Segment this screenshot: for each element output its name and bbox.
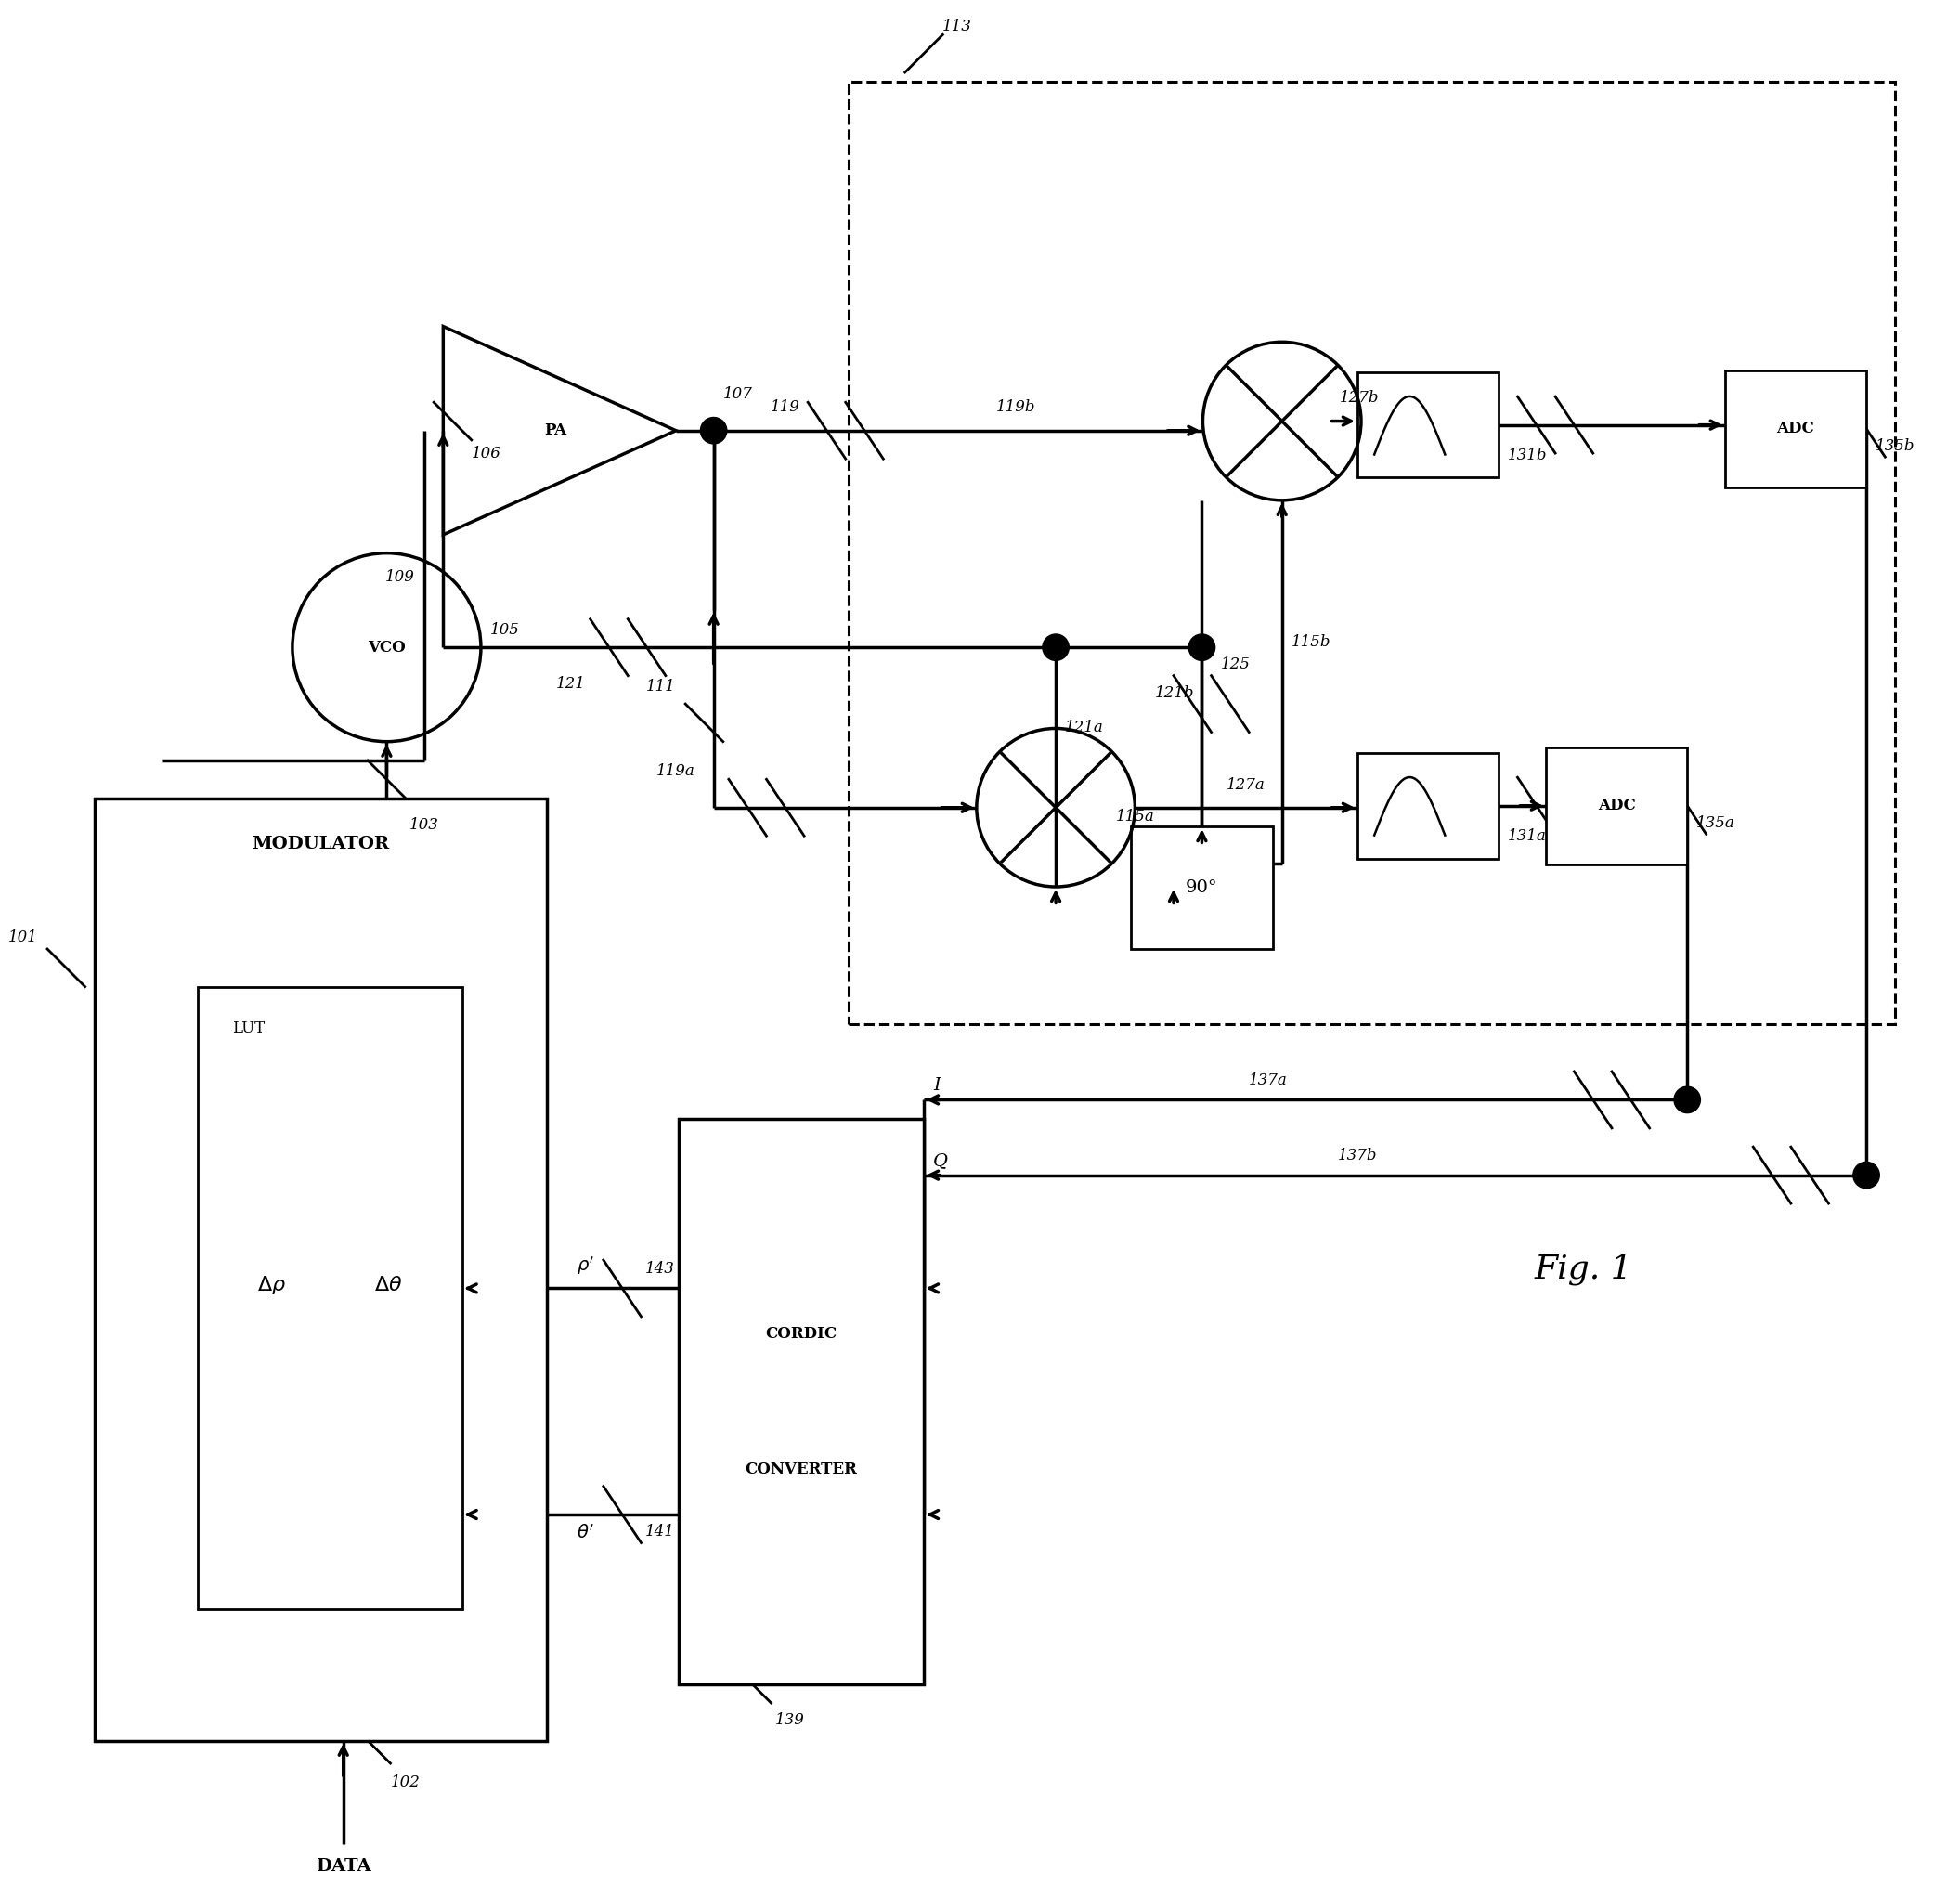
Bar — [1546, 748, 1688, 864]
Text: 115b: 115b — [1292, 634, 1331, 651]
Bar — [94, 799, 547, 1740]
Text: 109: 109 — [386, 569, 416, 585]
Text: ADC: ADC — [1597, 797, 1635, 814]
Text: Fig. 1: Fig. 1 — [1535, 1253, 1633, 1285]
Bar — [1358, 754, 1499, 858]
Text: 113: 113 — [943, 19, 972, 34]
Text: 137b: 137b — [1337, 1148, 1378, 1163]
Text: VCO: VCO — [368, 640, 406, 655]
Text: 105: 105 — [490, 623, 519, 638]
Text: 131a: 131a — [1507, 828, 1546, 845]
Text: 135a: 135a — [1697, 814, 1735, 831]
Text: 119: 119 — [770, 400, 800, 416]
Text: LUT: LUT — [231, 1021, 265, 1036]
Text: I: I — [933, 1078, 941, 1093]
Bar — [1725, 370, 1866, 488]
Text: 127a: 127a — [1227, 776, 1266, 793]
Circle shape — [1043, 634, 1068, 661]
Text: 119a: 119a — [657, 763, 694, 780]
Text: 141: 141 — [645, 1524, 674, 1539]
Text: 131b: 131b — [1507, 448, 1548, 463]
Text: $\Delta\rho$: $\Delta\rho$ — [257, 1274, 286, 1296]
Bar — [1358, 372, 1499, 478]
Text: 102: 102 — [390, 1775, 419, 1790]
Text: 101: 101 — [8, 930, 37, 945]
Text: $\rho'$: $\rho'$ — [576, 1255, 594, 1277]
Text: CORDIC: CORDIC — [766, 1325, 837, 1342]
Text: 137a: 137a — [1249, 1072, 1288, 1088]
Text: 143: 143 — [645, 1262, 674, 1277]
Bar — [849, 82, 1895, 1025]
Text: 90°: 90° — [1186, 879, 1217, 896]
Text: 111: 111 — [647, 679, 676, 695]
Text: 139: 139 — [774, 1712, 804, 1729]
Text: $\Delta\theta$: $\Delta\theta$ — [374, 1275, 402, 1296]
Text: MODULATOR: MODULATOR — [253, 835, 390, 852]
Bar — [678, 1118, 923, 1684]
Text: 103: 103 — [410, 816, 439, 833]
Text: 121b: 121b — [1154, 685, 1194, 700]
Text: 119b: 119b — [996, 400, 1035, 416]
Circle shape — [1674, 1088, 1701, 1112]
Bar — [1131, 826, 1272, 949]
Circle shape — [700, 418, 727, 444]
Text: Q: Q — [933, 1152, 949, 1169]
Text: 121a: 121a — [1064, 719, 1103, 735]
Text: 125: 125 — [1221, 657, 1250, 672]
Text: 107: 107 — [723, 387, 753, 402]
Text: CONVERTER: CONVERTER — [745, 1461, 857, 1477]
Text: 106: 106 — [472, 446, 502, 461]
Text: 121: 121 — [557, 676, 586, 691]
Circle shape — [1852, 1162, 1880, 1188]
Circle shape — [1188, 634, 1215, 661]
Text: PA: PA — [545, 423, 566, 438]
Text: 127b: 127b — [1339, 391, 1380, 406]
Text: ADC: ADC — [1776, 421, 1815, 437]
Text: DATA: DATA — [316, 1858, 370, 1875]
Bar — [198, 987, 463, 1610]
Text: 135b: 135b — [1876, 438, 1915, 454]
Text: $\theta'$: $\theta'$ — [576, 1524, 594, 1543]
Text: 115a: 115a — [1115, 809, 1154, 826]
